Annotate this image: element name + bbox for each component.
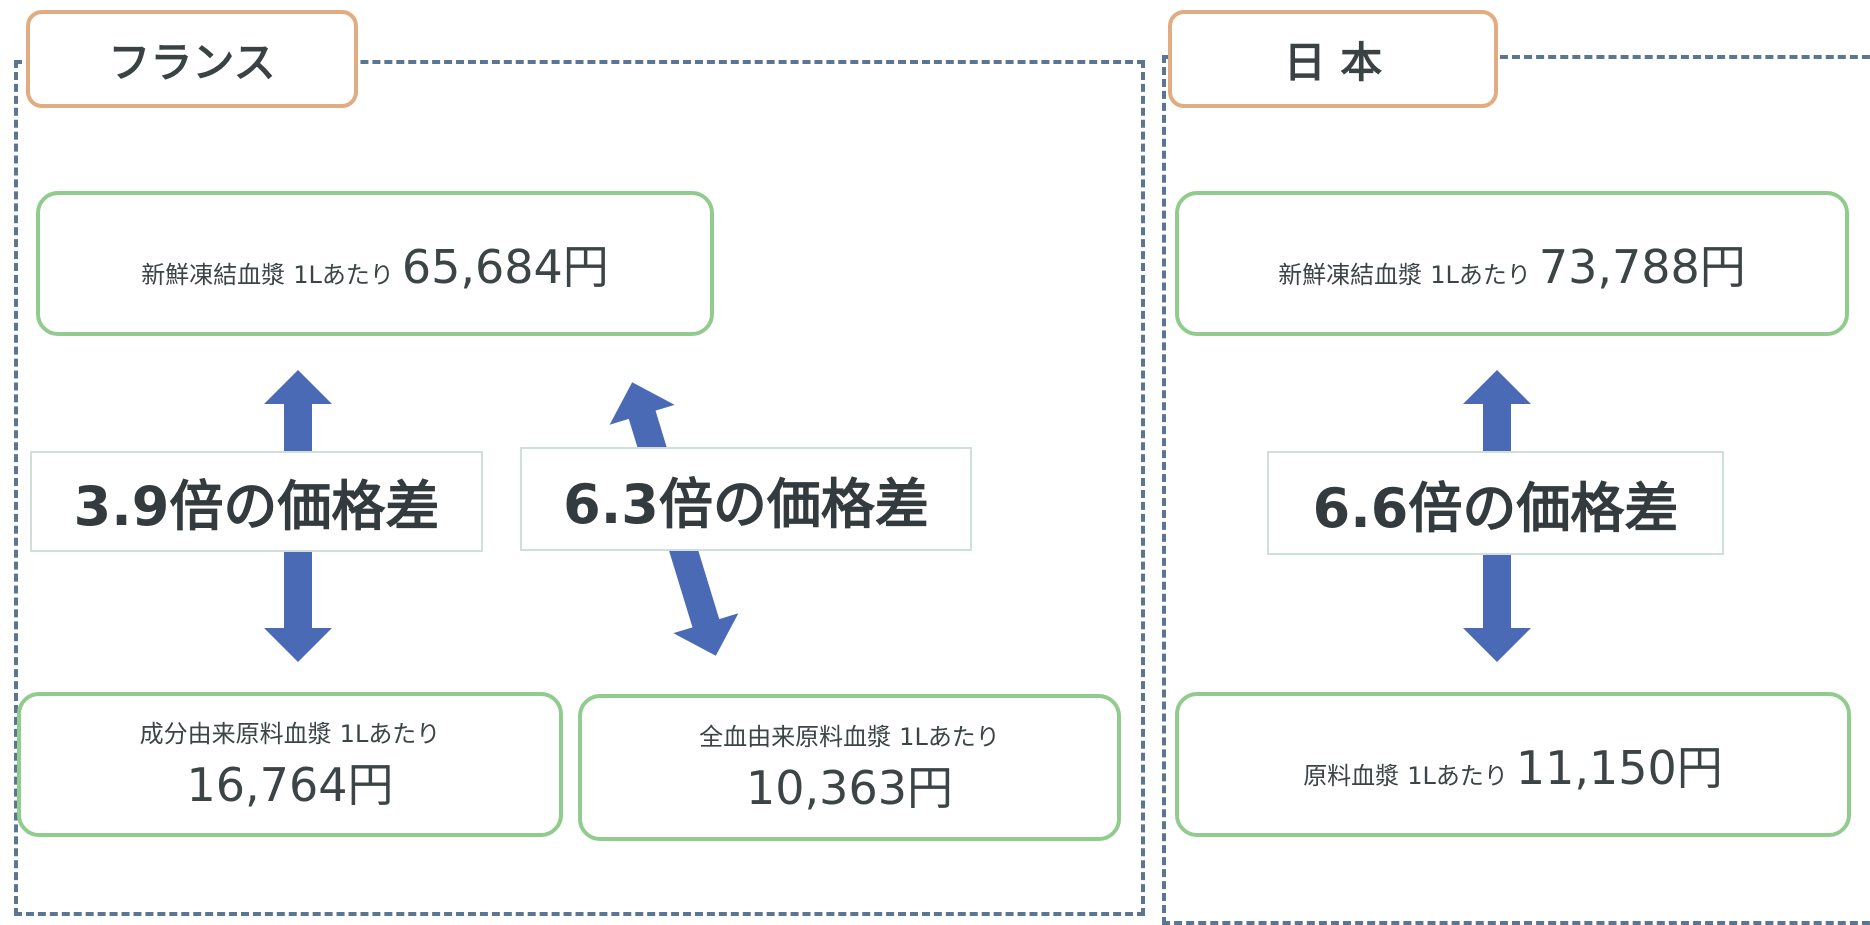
ratio-label: 3.9倍の価格差 — [30, 451, 483, 552]
product-name: 新鮮凍結血漿 — [141, 260, 286, 289]
price-box: 新鮮凍結血漿 1Lあたり 73,788円 — [1175, 191, 1849, 336]
unit: 1Lあたり — [293, 260, 394, 289]
price: 11,150円 — [1515, 740, 1723, 795]
product-name: 成分由来原料血漿 — [139, 720, 332, 748]
product-name: 新鮮凍結血漿 — [1278, 260, 1423, 289]
price-box: 全血由来原料血漿 1Lあたり 10,363円 — [578, 694, 1121, 841]
price: 65,684円 — [401, 239, 609, 294]
unit: 1Lあたり — [1430, 260, 1531, 289]
france-panel — [14, 60, 1145, 916]
price: 73,788円 — [1538, 239, 1746, 294]
ratio-label: 6.3倍の価格差 — [520, 447, 972, 551]
price-box: 成分由来原料血漿 1Lあたり 16,764円 — [17, 692, 563, 837]
price-box: 原料血漿 1Lあたり 11,150円 — [1175, 692, 1851, 837]
japan-title: 日 本 — [1168, 10, 1498, 108]
product-name: 原料血漿 — [1303, 761, 1400, 790]
price: 16,764円 — [186, 758, 394, 812]
product-name: 全血由来原料血漿 — [699, 723, 892, 751]
price: 10,363円 — [746, 761, 953, 815]
unit: 1Lあたり — [899, 723, 1000, 751]
unit: 1Lあたり — [1407, 761, 1508, 790]
unit: 1Lあたり — [339, 720, 441, 748]
ratio-label: 6.6倍の価格差 — [1267, 451, 1724, 555]
price-box: 新鮮凍結血漿 1Lあたり 65,684円 — [36, 191, 714, 336]
france-title: フランス — [26, 10, 358, 108]
